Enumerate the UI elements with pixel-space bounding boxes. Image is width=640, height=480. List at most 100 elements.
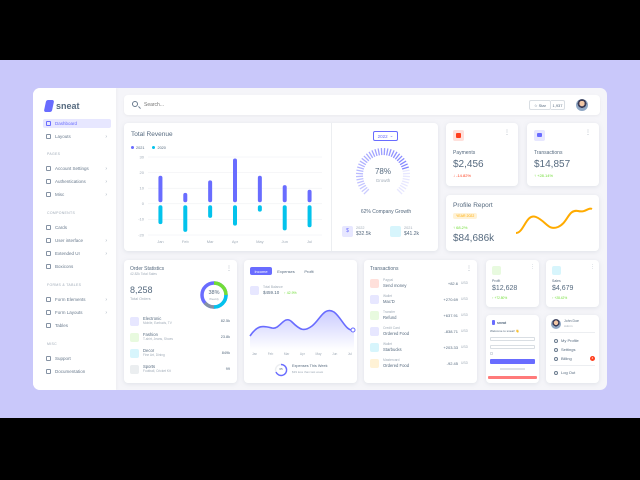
gauge-tick (356, 169, 364, 173)
search-input[interactable] (144, 100, 294, 109)
bar-2021-Apr (233, 158, 237, 203)
home-alt-icon (130, 349, 139, 358)
x-tick-label: May (256, 239, 264, 244)
sidebar-item-authentications[interactable]: Authentications › (43, 177, 111, 186)
sidebar-section-forms: FORMS & TABLES (47, 283, 82, 287)
more-options-icon[interactable]: ⋮ (504, 130, 510, 136)
user-avatar[interactable] (576, 99, 588, 111)
more-options-icon[interactable]: ⋮ (530, 264, 535, 270)
profile-delta: ↑ 68.2% (453, 225, 468, 230)
gauge-tick (357, 180, 365, 184)
sidebar-item-user-interface[interactable]: User interface › (43, 236, 111, 245)
sidebar-item-account-settings[interactable]: Account Settings › (43, 164, 111, 173)
user-dropdown-menu: John Doe Admin My Profile Settings Billi… (546, 315, 599, 383)
sidebar-item-extended-ui[interactable]: Extended UI › (43, 249, 111, 258)
balance-label: Total Balance (263, 285, 283, 289)
more-options-icon[interactable]: ⋮ (590, 264, 595, 270)
total-revenue-card: Total Revenue 2021 2020 30 20 10 0 -10 -20 Jan… (124, 123, 438, 251)
bar-2021-Feb (183, 192, 188, 203)
transactions-value: $14,857 (534, 159, 571, 170)
more-options-icon[interactable]: ⋮ (466, 266, 472, 272)
sidebar-item-layouts[interactable]: Layouts › (43, 132, 111, 141)
tab-expenses[interactable]: Expenses (277, 268, 295, 274)
gauge-tick (385, 148, 389, 156)
year-select[interactable]: 2022 ⌄ (373, 131, 398, 141)
gauge-tick (401, 180, 409, 184)
y-tick-label: 10 (140, 186, 145, 191)
billing-badge: 4 (590, 356, 595, 361)
sidebar-item-cards[interactable]: Cards (43, 223, 111, 232)
table-row: Credit Card Ordered Food -838.71 USD (370, 325, 468, 340)
sidebar-item-form-layouts[interactable]: Form Layouts › (43, 308, 111, 317)
gauge-tick (400, 163, 408, 168)
sidebar-item-documentation[interactable]: Documentation (43, 367, 111, 376)
x-tick-label: Feb (182, 239, 190, 244)
credit-card-icon (370, 327, 379, 336)
profit-label: Profit (492, 279, 501, 283)
mastercard-icon (370, 359, 379, 368)
chevron-right-icon: › (105, 165, 107, 172)
menu-billing[interactable]: Billing (554, 356, 572, 361)
tab-income[interactable]: Income (250, 267, 272, 275)
mini-remember-checkbox[interactable] (490, 352, 493, 355)
balance-value: $459.10 (263, 290, 280, 295)
user-name: John Doe (564, 319, 579, 323)
more-options-icon[interactable]: ⋮ (226, 266, 232, 272)
gauge-tick (377, 148, 381, 156)
star-count[interactable]: 1,937 (551, 100, 565, 110)
menu-my-profile[interactable]: My Profile (554, 338, 579, 343)
revenue-title: Total Revenue (131, 131, 173, 138)
brand-logo[interactable]: sneat (43, 100, 80, 112)
legend-item: 2021 (131, 146, 144, 150)
legend-item: 2020 (152, 146, 166, 150)
sidebar-item-dashboard[interactable]: Dashboard (43, 119, 111, 128)
sidebar-item-label: Form Elements (55, 297, 86, 302)
more-options-icon[interactable]: ⋮ (585, 130, 591, 136)
revenue-legend: 2021 2020 (131, 146, 166, 150)
mini-sign-in-button[interactable] (490, 359, 535, 364)
sidebar-item-label: User interface (55, 238, 84, 243)
sidebar-item-misc[interactable]: Misc › (43, 190, 111, 199)
y-tick-label: 0 (142, 201, 145, 206)
gauge-tick (396, 188, 403, 195)
sidebar-item-support[interactable]: Support (43, 354, 111, 363)
gauge-tick (401, 166, 409, 170)
sidebar-item-tables[interactable]: Tables (43, 321, 111, 330)
sales-value: $4,679 (552, 285, 574, 292)
sidebar-item-boxicons[interactable]: Boxicons (43, 262, 111, 271)
gauge-tick (357, 166, 365, 170)
top-navbar: ☆Star 1,937 (124, 95, 600, 115)
tab-profit[interactable]: Profit (304, 268, 314, 274)
menu-log-out[interactable]: Log Out (554, 370, 575, 375)
y-tick-label: -10 (138, 217, 145, 222)
gauge-tick (359, 160, 367, 166)
sales-delta: ↑ +28.42% (552, 296, 568, 300)
lock-icon (46, 179, 51, 184)
mini-password-field[interactable] (490, 345, 535, 349)
menu-divider (550, 332, 595, 333)
dock-icon (46, 166, 51, 171)
sidebar-section-misc: MISC (47, 342, 57, 346)
gauge-tick (392, 151, 398, 159)
card-divider (331, 123, 332, 251)
logo-icon (43, 100, 55, 112)
brand-name: sneat (56, 101, 80, 111)
support-icon (46, 356, 51, 361)
gauge-tick (358, 182, 366, 187)
sidebar-item-form-elements[interactable]: Form Elements › (43, 295, 111, 304)
expense-progress-ring (274, 363, 288, 377)
mobile-icon (130, 317, 139, 326)
search-icon[interactable] (132, 101, 138, 107)
table-row: Wallet Mac'D +270.69 USD (370, 293, 468, 308)
github-star-button[interactable]: ☆ Star (529, 100, 551, 110)
gauge-tick (359, 184, 367, 190)
chevron-right-icon: › (105, 296, 107, 303)
gauge-tick (363, 188, 370, 195)
user-role: Admin (564, 324, 573, 328)
gauge-tick (356, 177, 364, 181)
bar-2020-Jan (158, 205, 163, 225)
menu-settings[interactable]: Settings (554, 347, 575, 352)
sidebar-item-label: Boxicons (55, 264, 74, 269)
cube-icon (46, 192, 51, 197)
mini-email-field[interactable] (490, 337, 535, 341)
